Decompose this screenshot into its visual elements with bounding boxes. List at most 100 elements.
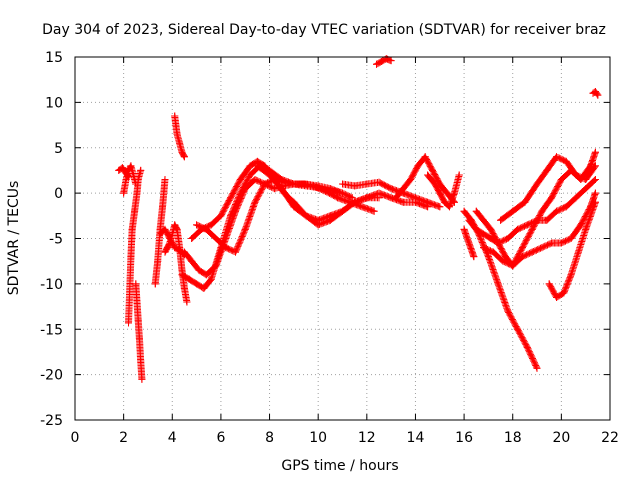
x-tick-label: 8 (265, 430, 274, 446)
data-point (543, 216, 551, 224)
x-tick-label: 4 (168, 430, 177, 446)
data-point (270, 185, 278, 193)
data-point (519, 253, 526, 261)
x-tick-label: 16 (455, 430, 473, 446)
grid-layer (75, 57, 610, 420)
data-point (161, 176, 169, 183)
data-point (334, 194, 342, 202)
data-point (127, 253, 135, 261)
data-point (582, 185, 590, 193)
data-point (436, 203, 444, 211)
data-point (407, 176, 415, 183)
data-point (261, 180, 269, 188)
data-point (567, 235, 575, 242)
data-point (560, 289, 568, 297)
x-tick-label: 22 (601, 430, 619, 446)
data-point (135, 334, 143, 342)
data-point (156, 230, 164, 238)
data-point (212, 235, 220, 242)
data-series-arc-h (171, 112, 188, 161)
y-tick-label: -5 (49, 232, 63, 248)
x-tick-label: 0 (71, 430, 80, 446)
data-point (178, 271, 186, 279)
data-point (133, 189, 141, 197)
data-point (176, 139, 184, 147)
y-tick-label: 5 (54, 141, 63, 157)
data-point (183, 298, 191, 306)
data-point (137, 166, 145, 174)
data-point (339, 207, 346, 215)
data-point (594, 91, 602, 99)
data-point (472, 207, 480, 215)
chart-title: Day 304 of 2023, Sidereal Day-to-day VTE… (42, 22, 606, 38)
data-point (572, 194, 580, 202)
data-point (180, 284, 188, 292)
data-point (514, 225, 522, 233)
data-point (562, 157, 570, 165)
data-point (387, 185, 395, 193)
data-point (251, 198, 259, 206)
data-point (375, 178, 383, 186)
data-point (412, 194, 419, 202)
data-point (193, 221, 201, 229)
data-point (553, 294, 560, 301)
data-point (195, 266, 203, 274)
data-point (188, 235, 196, 242)
data-point (504, 235, 512, 242)
data-point (173, 225, 181, 233)
y-tick-label: -20 (40, 368, 63, 384)
data-point (227, 194, 235, 202)
data-point (131, 207, 139, 215)
data-point (499, 257, 507, 265)
data-point (553, 153, 560, 161)
data-point (538, 207, 546, 215)
data-point (424, 171, 432, 179)
data-point (227, 212, 235, 220)
data-point (470, 253, 478, 261)
data-point (523, 343, 531, 351)
data-point (246, 162, 254, 170)
data-series-arc-w (497, 153, 599, 224)
data-point (180, 153, 188, 161)
data-series-arc-q (424, 171, 463, 211)
data-series-arc-r (460, 225, 478, 261)
data-point (487, 225, 495, 233)
data-point (460, 207, 468, 215)
data-point (138, 375, 146, 383)
data-point (168, 230, 176, 238)
data-point (290, 203, 298, 211)
data-point (382, 55, 390, 63)
data-point (122, 176, 130, 183)
data-point (591, 176, 599, 183)
data-point (253, 162, 261, 170)
data-point (446, 203, 453, 211)
data-point (217, 212, 225, 220)
data-point (278, 185, 286, 193)
data-point (421, 153, 429, 161)
data-point (523, 221, 531, 229)
data-point (521, 198, 529, 206)
data-point (290, 180, 298, 188)
data-point (161, 248, 169, 256)
data-point (514, 325, 522, 333)
x-tick-label: 2 (119, 430, 128, 446)
data-point (392, 194, 400, 202)
data-point (129, 171, 137, 179)
data-point (533, 364, 541, 372)
data-series-arc-x (545, 198, 599, 301)
data-point (134, 316, 142, 324)
data-marker-trail (132, 280, 146, 383)
y-tick-label: -15 (40, 322, 63, 338)
data-point (266, 171, 273, 179)
data-point (351, 198, 359, 206)
y-tick-label: -25 (40, 413, 63, 429)
data-point (207, 221, 215, 229)
x-tick-label: 14 (407, 430, 425, 446)
data-point (176, 244, 184, 252)
data-point (202, 271, 210, 279)
data-point (543, 166, 551, 174)
data-point (241, 225, 249, 233)
data-point (574, 248, 582, 256)
data-point (591, 148, 599, 156)
data-point (465, 216, 473, 224)
